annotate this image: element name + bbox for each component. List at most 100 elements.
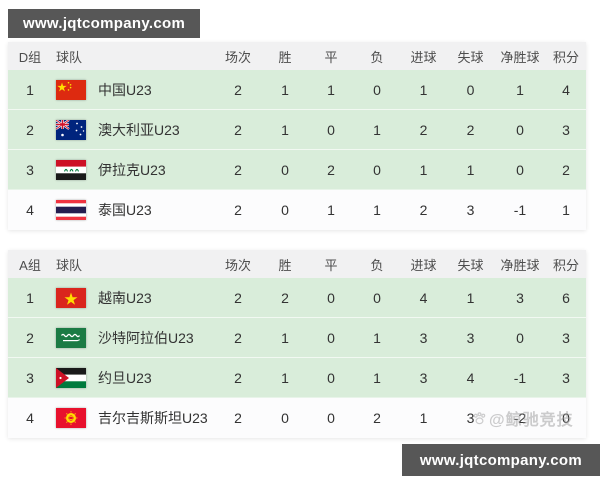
- draw-cell: 0: [327, 410, 335, 426]
- win-cell: 0: [281, 161, 289, 178]
- team-cell: 吉尔吉斯斯坦U23: [52, 408, 214, 428]
- team-cell: 约旦U23: [52, 367, 214, 388]
- header-group: A组: [19, 257, 41, 273]
- vietnam-flag-icon: [56, 287, 86, 308]
- header-points: 积分: [552, 49, 579, 65]
- goal-diff-cell: 0: [516, 121, 524, 138]
- header-played: 场次: [224, 257, 251, 273]
- goals-for-cell: 3: [419, 329, 428, 346]
- goals-against-cell: 1: [466, 289, 475, 306]
- goals-against-cell: 1: [466, 161, 475, 178]
- played-cell: 2: [234, 369, 242, 386]
- win-cell: 1: [281, 329, 289, 346]
- header-loss: 负: [370, 49, 384, 65]
- table-row-iraq: 3 伊拉克U23 2 0 2 0 1 1 0 2: [8, 150, 586, 190]
- played-cell: 2: [234, 161, 242, 178]
- thailand-flag-icon: [56, 200, 86, 220]
- draw-cell: 1: [327, 81, 335, 98]
- goals-for-cell: 2: [419, 202, 428, 218]
- goals-against-cell: 0: [466, 81, 475, 98]
- header-goal-diff: 净胜球: [500, 257, 540, 273]
- header-team: 球队: [56, 257, 83, 273]
- site-watermark-bottom: www.jqtcompany.com: [401, 444, 600, 476]
- table-row-australia: 2 澳大利亚U23 2 1 0 1 2 2 0 3: [8, 110, 586, 150]
- win-cell: 1: [281, 369, 289, 386]
- points-cell: 3: [562, 369, 570, 386]
- rank-cell: 4: [26, 202, 34, 218]
- rank-cell: 4: [26, 410, 34, 426]
- draw-cell: 0: [327, 121, 335, 138]
- australia-flag-icon: [56, 119, 86, 140]
- points-cell: 3: [562, 121, 570, 138]
- played-cell: 2: [234, 121, 242, 138]
- header-goals-against: 失球: [457, 49, 484, 65]
- win-cell: 1: [281, 121, 289, 138]
- points-cell: 0: [562, 410, 570, 426]
- rank-cell: 1: [26, 289, 34, 306]
- kyrgyzstan-flag-icon: [56, 408, 86, 428]
- site-watermark-top-text: www.jqtcompany.com: [23, 15, 186, 32]
- header-points: 积分: [552, 257, 579, 273]
- team-name: 泰国U23: [98, 202, 152, 218]
- rank-cell: 3: [26, 369, 34, 386]
- table-row-vietnam: 1 越南U23 2 2 0 0 4 1 3 6: [8, 278, 586, 318]
- site-watermark-top: www.jqtcompany.com: [8, 9, 201, 38]
- table-row-jordan: 3 约旦U23 2 1 0 1 3 4 -1 3: [8, 358, 586, 398]
- team-name: 沙特阿拉伯U23: [98, 329, 194, 346]
- goals-for-cell: 1: [419, 410, 428, 426]
- site-watermark-bottom-text: www.jqtcompany.com: [419, 451, 582, 469]
- team-cell: 泰国U23: [52, 200, 214, 220]
- paw-icon: [473, 411, 486, 424]
- team-name: 中国U23: [98, 81, 152, 98]
- goals-against-cell: 4: [466, 369, 475, 386]
- win-cell: 1: [281, 81, 289, 98]
- china-flag-icon: [56, 79, 86, 100]
- goals-against-cell: 2: [466, 121, 475, 138]
- played-cell: 2: [234, 81, 242, 98]
- table-row-china: 1 中国U23 2 1 1 0 1 0 1 4: [8, 70, 586, 110]
- table-row-thailand: 4 泰国U23 2 0 1 1 2 3 -1 1: [8, 190, 586, 230]
- rank-cell: 1: [26, 81, 34, 98]
- header-goal-diff: 净胜球: [500, 49, 540, 65]
- header-win: 胜: [278, 49, 292, 65]
- team-name: 越南U23: [98, 289, 152, 306]
- photo-watermark: @鲸驰竞技: [472, 406, 574, 430]
- points-cell: 1: [562, 202, 570, 218]
- header-team: 球队: [56, 49, 83, 65]
- group-a-header-row: A组 球队 场次 胜 平 负 进球 失球 净胜球 积分: [8, 250, 586, 278]
- header-draw: 平: [324, 49, 338, 65]
- rank-cell: 2: [26, 121, 34, 138]
- goal-diff-cell: -2: [513, 410, 527, 426]
- group-d-standings-table: D组 球队 场次 胜 平 负 进球 失球 净胜球 积分 1 中国U23 2 1 …: [8, 42, 586, 230]
- goal-diff-cell: 0: [516, 161, 524, 178]
- loss-cell: 2: [373, 410, 381, 426]
- goals-for-cell: 1: [419, 161, 428, 178]
- jordan-flag-icon: [56, 367, 86, 388]
- win-cell: 2: [281, 289, 289, 306]
- played-cell: 2: [234, 202, 242, 218]
- points-cell: 2: [562, 161, 570, 178]
- header-goals-for: 进球: [410, 257, 437, 273]
- rank-cell: 3: [26, 161, 34, 178]
- team-name: 约旦U23: [98, 369, 152, 386]
- rank-cell: 2: [26, 329, 34, 346]
- team-cell: 伊拉克U23: [52, 159, 214, 180]
- draw-cell: 0: [327, 329, 335, 346]
- goals-for-cell: 1: [419, 81, 428, 98]
- win-cell: 0: [281, 202, 289, 218]
- loss-cell: 0: [373, 161, 381, 178]
- loss-cell: 0: [373, 81, 381, 98]
- goals-against-cell: 3: [466, 202, 475, 218]
- points-cell: 4: [562, 81, 570, 98]
- team-cell: 澳大利亚U23: [52, 119, 214, 140]
- played-cell: 2: [234, 329, 242, 346]
- goals-for-cell: 2: [419, 121, 428, 138]
- played-cell: 2: [234, 410, 242, 426]
- goals-against-cell: 3: [466, 410, 475, 426]
- header-draw: 平: [324, 257, 338, 273]
- header-group: D组: [18, 49, 42, 65]
- group-a-standings-table: A组 球队 场次 胜 平 负 进球 失球 净胜球 积分 1 越南U23 2 2 …: [8, 250, 586, 438]
- table-row-kyrgyzstan: 4 吉尔吉斯斯坦U23 2 0 0 2 1 3 -2 0: [8, 398, 586, 438]
- goal-diff-cell: 3: [516, 289, 524, 306]
- team-name: 吉尔吉斯斯坦U23: [98, 410, 208, 426]
